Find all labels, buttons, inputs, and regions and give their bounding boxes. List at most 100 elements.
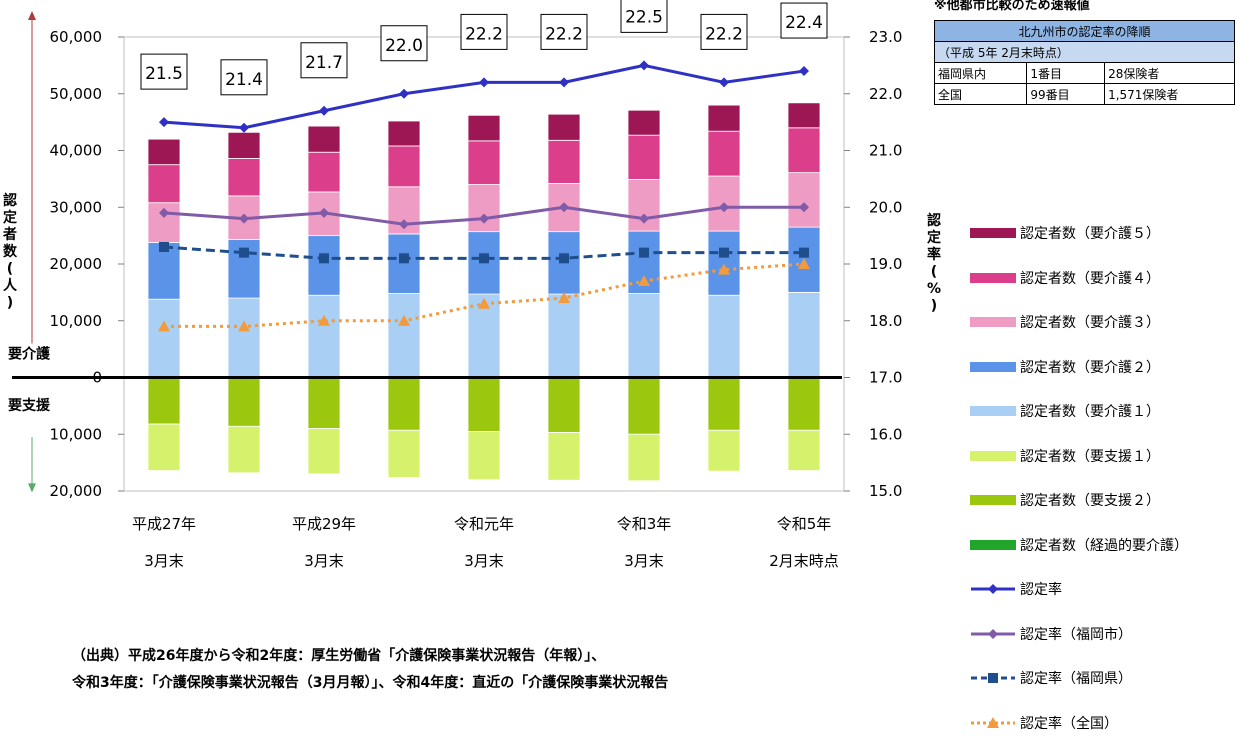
right-axis-title: % bbox=[927, 281, 941, 297]
legend-swatch bbox=[970, 495, 1016, 505]
bar-segment bbox=[307, 235, 341, 296]
line-point bbox=[638, 275, 650, 287]
left-axis-title: 認 bbox=[3, 192, 17, 209]
legend-label: 認定率（福岡市） bbox=[1020, 626, 1132, 643]
bar-segment bbox=[627, 293, 661, 378]
data-label: 22.2 bbox=[545, 24, 583, 44]
bar-segment bbox=[307, 377, 341, 429]
right-axis-tick-label: 18.0 bbox=[869, 312, 902, 330]
source-note: （出典）平成26年度から令和2年度：厚生労働省「介護保険事業状況報告（年報）」、… bbox=[72, 643, 668, 697]
legend-item: 認定率（福岡県） bbox=[970, 667, 1132, 689]
line-point bbox=[799, 202, 809, 213]
data-label: 21.5 bbox=[145, 64, 183, 84]
bar-segment bbox=[787, 102, 821, 129]
bar-segment bbox=[627, 134, 661, 180]
table-cell-total: 28保険者 bbox=[1104, 62, 1235, 84]
legend-label: 認定者数（要介護５） bbox=[1020, 226, 1160, 242]
right-axis-tick-label: 19.0 bbox=[869, 255, 902, 273]
line-point bbox=[159, 117, 169, 128]
bar-segment bbox=[547, 139, 581, 184]
bar-segment bbox=[467, 184, 501, 233]
right-axis-title: 認 bbox=[927, 212, 941, 229]
bar-segment bbox=[387, 233, 421, 294]
lower-arrow-head bbox=[28, 483, 36, 493]
legend-label: 認定者数（要支援１） bbox=[1020, 448, 1160, 465]
bar-segment bbox=[227, 297, 261, 378]
bar-segment bbox=[547, 293, 581, 378]
line-point bbox=[238, 320, 250, 332]
table-cell-total: 1,571保険者 bbox=[1104, 83, 1235, 105]
bar-segment bbox=[387, 145, 421, 188]
bar-segment bbox=[787, 291, 821, 378]
legend-swatch bbox=[970, 272, 1016, 283]
bar-segment bbox=[627, 377, 661, 435]
right-axis-tick-label: 17.0 bbox=[869, 369, 902, 387]
right-axis-title: 定 bbox=[927, 229, 941, 246]
bar-segment bbox=[707, 104, 741, 132]
right-axis-title: ( bbox=[931, 264, 937, 280]
bar-segment bbox=[147, 164, 181, 204]
upper-arrow-head bbox=[28, 11, 36, 20]
left-axis-tick-label: 60,000 bbox=[50, 28, 103, 46]
legend-item: 認定率（福岡市） bbox=[970, 623, 1132, 645]
legend-swatch bbox=[970, 228, 1016, 238]
left-axis-tick-label: 10,000 bbox=[50, 425, 103, 443]
line-point bbox=[719, 247, 729, 258]
right-axis-tick-label: 22.0 bbox=[869, 85, 902, 103]
left-axis-tick-label: 20,000 bbox=[50, 255, 103, 273]
rank-table-header: 北九州市の認定率の降順 bbox=[934, 20, 1235, 42]
left-axis-title: ) bbox=[7, 295, 13, 311]
line-point bbox=[719, 77, 729, 88]
line-point bbox=[479, 77, 489, 88]
table-cell-area: 全国 bbox=[933, 83, 1028, 105]
table-cell-rank: 99番目 bbox=[1026, 83, 1106, 105]
line-point bbox=[399, 88, 409, 99]
left-axis-tick-label: 40,000 bbox=[50, 142, 103, 160]
bar-segment bbox=[467, 140, 501, 185]
bar-segment bbox=[707, 294, 741, 378]
line-point bbox=[319, 105, 329, 116]
legend-label: 認定率（全国） bbox=[1020, 715, 1118, 732]
bar-segment bbox=[707, 429, 741, 472]
data-label-box bbox=[620, 0, 668, 33]
data-label: 21.7 bbox=[305, 53, 343, 73]
upper-zone-label: 要介護 bbox=[8, 345, 51, 362]
line-series bbox=[164, 262, 805, 328]
left-axis-title: ( bbox=[7, 261, 13, 277]
bar-segment bbox=[147, 138, 181, 166]
legend-label: 認定者数（要介護１） bbox=[1020, 404, 1160, 420]
left-axis-title: 者 bbox=[3, 227, 17, 243]
legend-item: 認定者数（経過的要介護） bbox=[970, 534, 1188, 556]
bar-segment bbox=[147, 202, 181, 243]
right-axis-tick-label: 16.0 bbox=[869, 425, 902, 443]
data-label: 22.5 bbox=[625, 7, 663, 27]
bar-segment bbox=[467, 431, 501, 481]
legend-swatch bbox=[970, 539, 1016, 550]
x-tick-label: 3月末 bbox=[304, 552, 344, 570]
right-axis-tick-label: 23.0 bbox=[869, 28, 902, 46]
bar-segment bbox=[227, 425, 261, 474]
line-point bbox=[159, 241, 169, 252]
legend-item: 認定率（全国） bbox=[970, 712, 1118, 734]
line-point bbox=[478, 297, 490, 309]
line-point bbox=[158, 320, 170, 332]
line-point bbox=[479, 213, 489, 224]
legend-label: 認定率 bbox=[1020, 582, 1062, 598]
bar-segment bbox=[307, 294, 341, 378]
right-axis-tick-label: 15.0 bbox=[869, 482, 902, 500]
data-label: 22.2 bbox=[705, 24, 743, 44]
legend-item: 認定率 bbox=[970, 578, 1062, 600]
right-axis-title: ) bbox=[931, 298, 937, 314]
line-point bbox=[318, 314, 330, 326]
bar-segment bbox=[227, 158, 261, 197]
legend-line-swatch bbox=[971, 628, 1015, 639]
note-title: ※他都市比較のため速報値 bbox=[934, 0, 1090, 13]
table-cell-area: 福岡県内 bbox=[933, 62, 1028, 84]
rank-table: 北九州市の認定率の降順 （平成 5年 2月末時点） 福岡県内 1番目 28保険者… bbox=[933, 20, 1235, 105]
legend-label: 認定率（福岡県） bbox=[1020, 671, 1132, 687]
legend-swatch bbox=[970, 317, 1016, 327]
line-point bbox=[239, 247, 249, 258]
bar-segment bbox=[227, 377, 261, 427]
bar-segment bbox=[147, 377, 181, 425]
line-point bbox=[319, 253, 329, 264]
